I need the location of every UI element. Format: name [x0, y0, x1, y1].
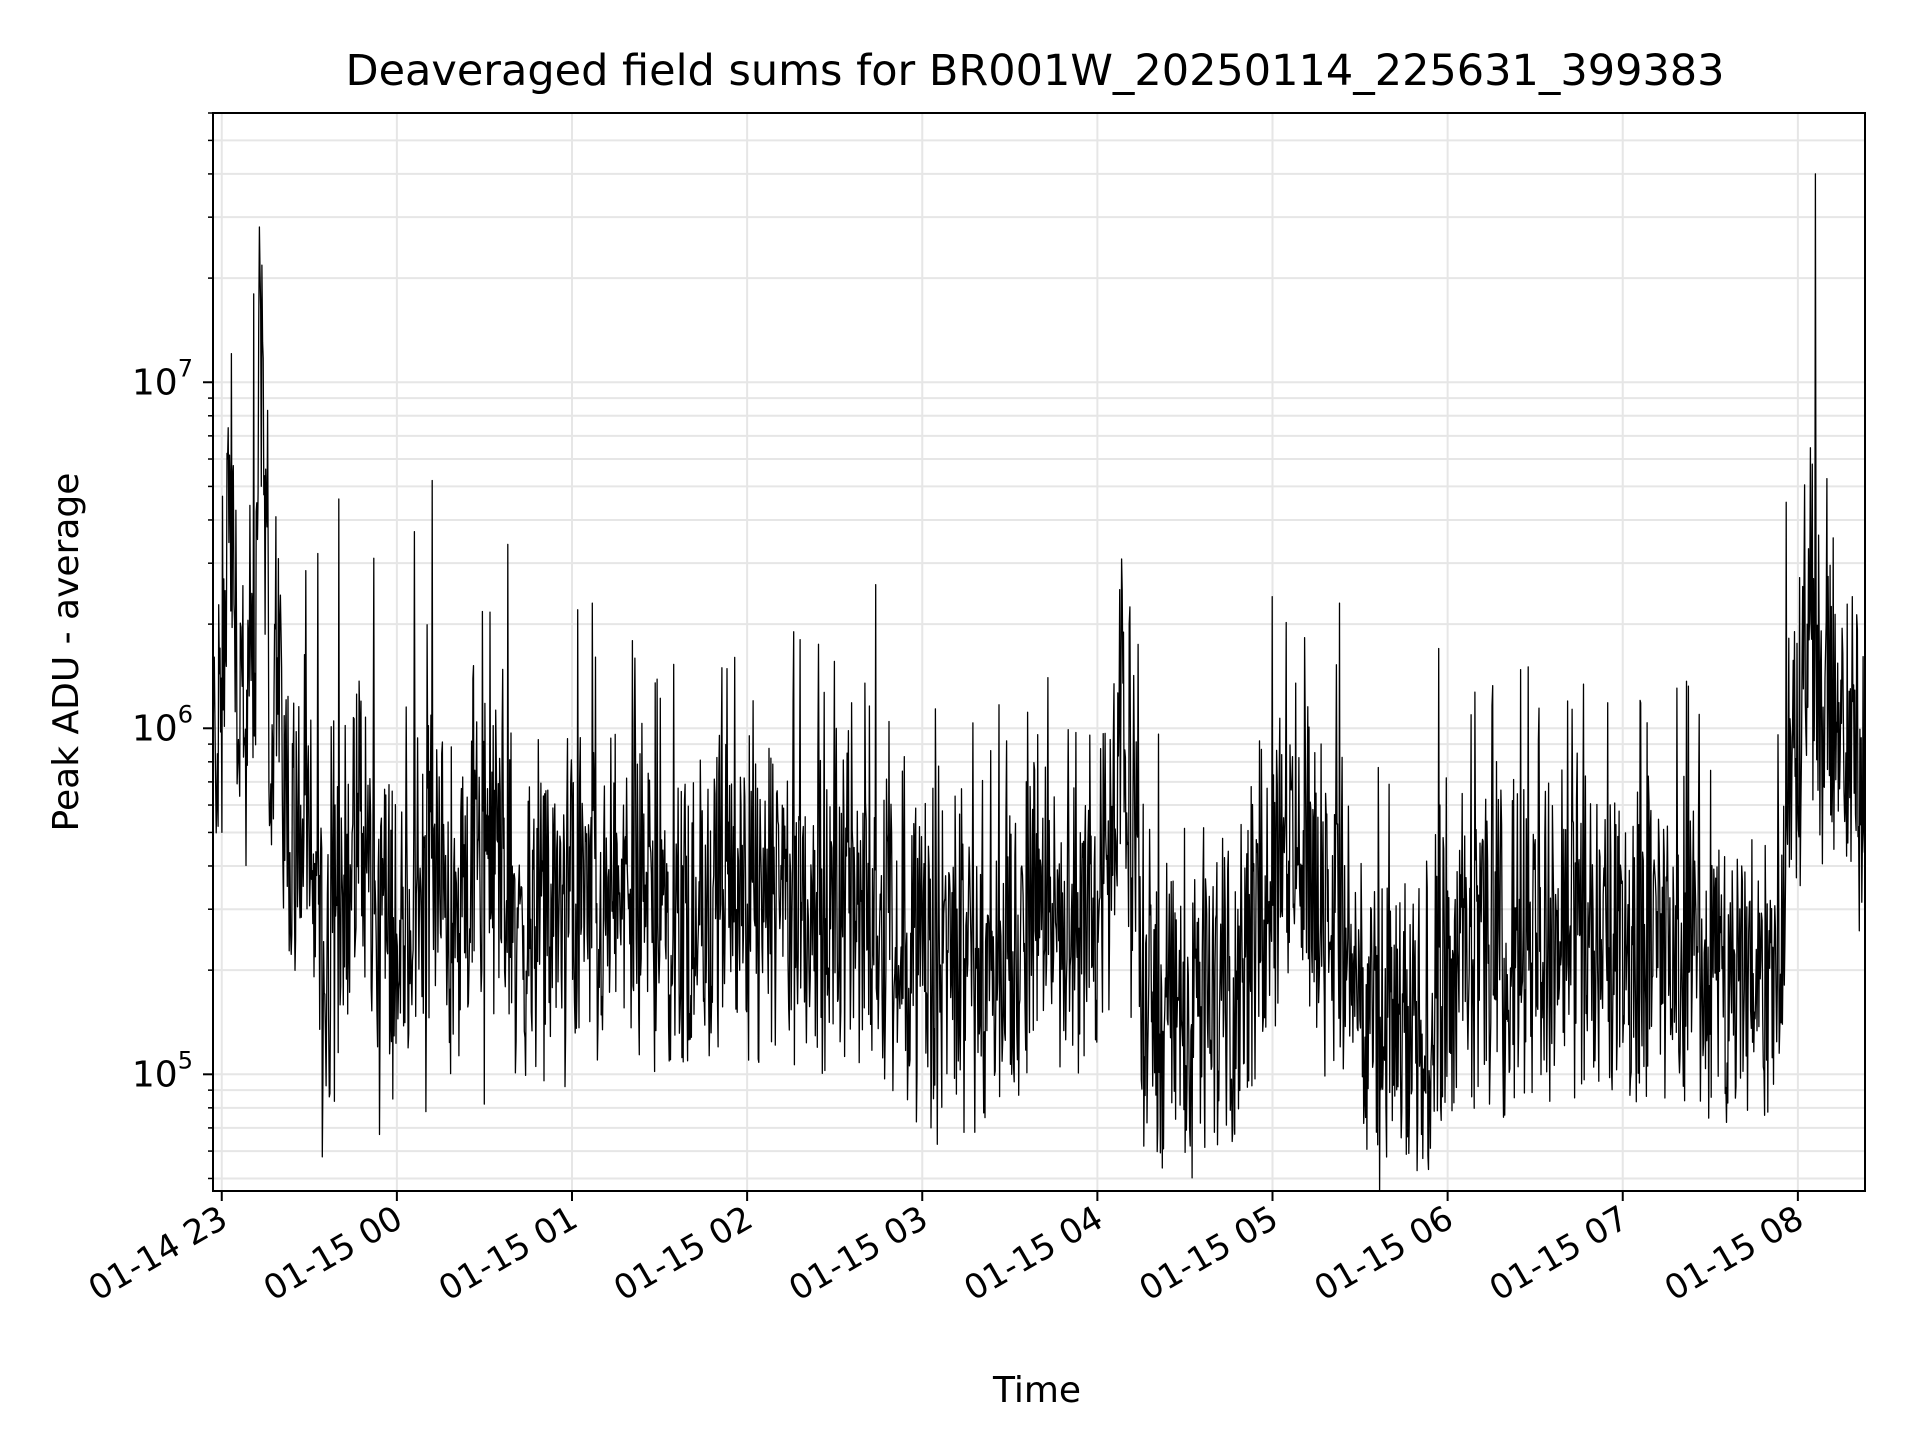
- series-line: [212, 173, 1866, 1192]
- plot-area-frame: [212, 112, 1866, 1192]
- y-axis-ticks: 105 106 107: [132, 112, 213, 1180]
- y-tick-label: 107: [132, 354, 193, 403]
- x-axis-label: Time: [992, 1370, 1081, 1411]
- y-axis-label: Peak ADU - average: [46, 473, 87, 832]
- y-tick-label: 105: [132, 1046, 193, 1095]
- data-series: [212, 173, 1866, 1192]
- chart-title: Deaveraged field sums for BR001W_2025011…: [345, 46, 1724, 96]
- y-tick-label: 106: [132, 700, 193, 749]
